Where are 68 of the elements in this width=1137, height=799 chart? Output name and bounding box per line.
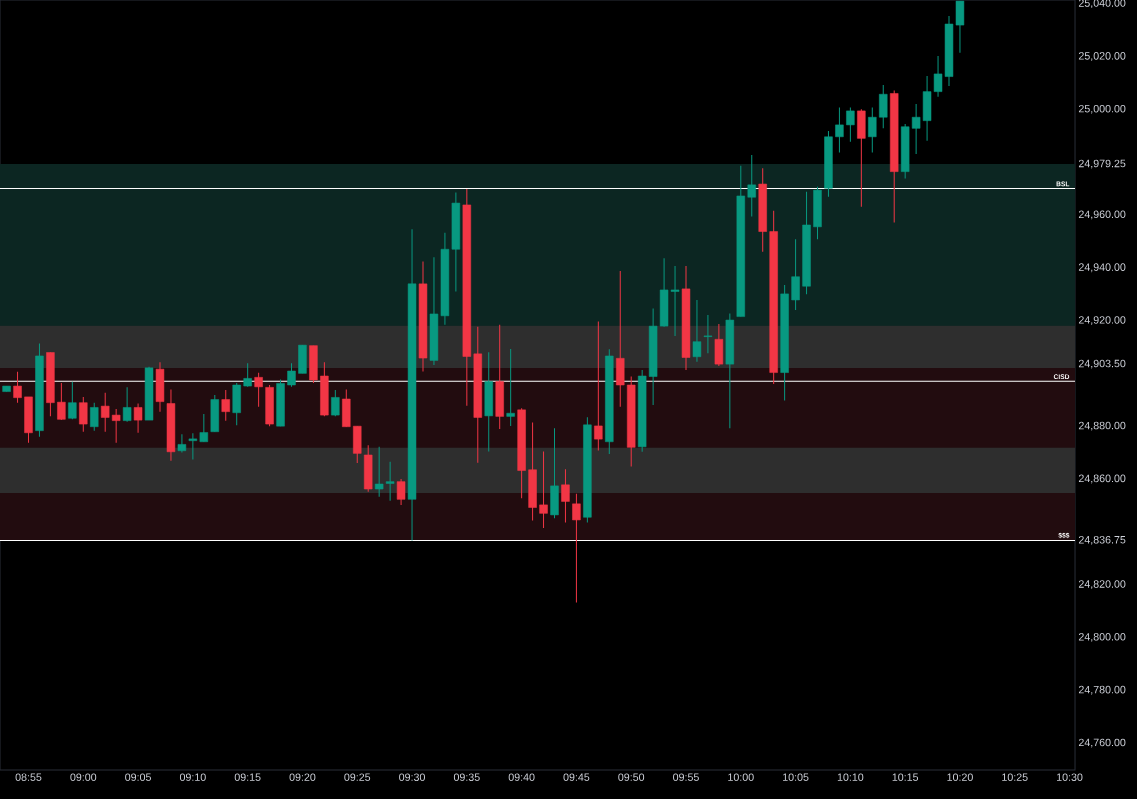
candlestick bbox=[374, 446, 384, 498]
candlestick bbox=[13, 371, 22, 404]
x-tick-label: 09:35 bbox=[453, 773, 480, 781]
candlestick bbox=[835, 106, 844, 154]
candlestick bbox=[287, 362, 296, 388]
candlestick bbox=[539, 451, 548, 529]
candlestick bbox=[331, 389, 340, 417]
x-tick-label: 09:25 bbox=[344, 773, 371, 781]
candlestick bbox=[396, 478, 406, 506]
y-tick-label: 25,000.00 bbox=[1078, 104, 1126, 114]
candlestick bbox=[122, 386, 132, 423]
x-tick-label: 09:45 bbox=[563, 773, 590, 781]
candlestick bbox=[57, 382, 66, 421]
candlestick bbox=[506, 348, 515, 427]
x-tick-label: 10:25 bbox=[1002, 773, 1028, 781]
y-tick-label: 24,836.75 bbox=[1078, 535, 1126, 545]
x-tick-label: 09:15 bbox=[234, 773, 261, 781]
y-tick-label: 24,860.00 bbox=[1078, 474, 1126, 484]
candlestick bbox=[177, 433, 187, 454]
x-tick-label: 10:30 bbox=[1057, 773, 1083, 781]
candlestick bbox=[561, 468, 570, 524]
y-tick-label: 24,979.25 bbox=[1078, 159, 1126, 169]
x-tick-label: 09:40 bbox=[508, 773, 535, 781]
x-tick-label: 09:30 bbox=[399, 773, 425, 781]
x-tick-label: 09:05 bbox=[125, 773, 151, 781]
y-tick-label: 24,940.00 bbox=[1078, 263, 1126, 273]
candlestick bbox=[188, 432, 198, 460]
candlestick bbox=[879, 84, 888, 129]
candlestick bbox=[68, 381, 77, 420]
candlestick bbox=[199, 413, 209, 443]
x-tick-label: 10:15 bbox=[892, 773, 919, 781]
candlestick bbox=[572, 493, 581, 604]
x-tick-label: 09:10 bbox=[179, 773, 206, 781]
x-tick-label: 08:55 bbox=[15, 773, 42, 781]
x-tick-label: 10:05 bbox=[783, 773, 809, 781]
candlestick bbox=[243, 362, 252, 388]
y-tick-label: 25,040.00 bbox=[1078, 0, 1126, 9]
y-tick-label: 25,020.00 bbox=[1078, 52, 1126, 61]
candlestick bbox=[846, 106, 855, 143]
x-tick-label: 09:50 bbox=[618, 773, 645, 781]
candlestick bbox=[747, 154, 756, 218]
x-tick-label: 09:55 bbox=[673, 773, 699, 781]
candlestick bbox=[221, 389, 230, 422]
x-tick-label: 10:00 bbox=[728, 773, 754, 781]
y-tick-label: 24,760.00 bbox=[1078, 738, 1126, 748]
candlestick bbox=[100, 392, 110, 433]
y-tick-label: 24,820.00 bbox=[1078, 580, 1126, 590]
y-tick-label: 24,800.00 bbox=[1078, 633, 1126, 642]
y-tick-label: 24,960.00 bbox=[1078, 210, 1126, 220]
y-tick-label: 24,780.00 bbox=[1078, 685, 1126, 695]
y-tick-label: 24,920.00 bbox=[1078, 316, 1126, 325]
candlestick bbox=[254, 372, 263, 408]
candlestick bbox=[692, 299, 702, 363]
candlestick bbox=[594, 321, 603, 451]
candlestick bbox=[133, 402, 143, 434]
candlestick bbox=[111, 408, 121, 444]
x-tick-label: 10:20 bbox=[947, 773, 973, 781]
candlestick bbox=[791, 238, 800, 311]
candlestick bbox=[703, 314, 713, 354]
candlestick bbox=[385, 461, 395, 502]
x-tick-label: 09:20 bbox=[289, 773, 316, 781]
x-tick-label: 09:00 bbox=[70, 773, 97, 781]
candlestick bbox=[90, 402, 99, 432]
candlestick bbox=[79, 396, 88, 433]
candlestick bbox=[868, 106, 877, 154]
y-tick-label: 24,880.00 bbox=[1078, 421, 1126, 431]
y-tick-label: 24,903.50 bbox=[1078, 359, 1126, 369]
x-tick-label: 10:10 bbox=[837, 773, 864, 781]
